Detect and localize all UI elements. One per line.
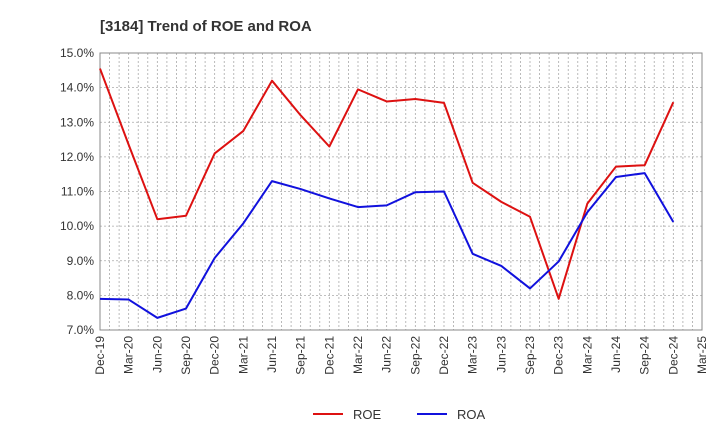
- y-axis-ticks: 7.0% 8.0% 9.0% 10.0% 11.0% 12.0% 13.0% 14.0% 15.…: [60, 46, 94, 337]
- x-tick-label: Sep-20: [179, 336, 193, 375]
- x-tick-label: Jun-21: [265, 336, 279, 373]
- x-tick-label: Dec-22: [437, 336, 451, 375]
- x-tick-label: Mar-22: [351, 336, 365, 374]
- legend-label-roa: ROA: [457, 407, 486, 422]
- x-tick-label: Jun-23: [494, 336, 508, 373]
- y-tick-label: 9.0%: [67, 254, 95, 268]
- legend-label-roe: ROE: [353, 407, 382, 422]
- y-tick-label: 7.0%: [67, 323, 95, 337]
- legend: ROE ROA: [313, 407, 486, 422]
- x-tick-label: Mar-25: [695, 336, 709, 374]
- x-tick-label: Mar-20: [122, 336, 136, 374]
- x-tick-label: Jun-24: [609, 336, 623, 373]
- chart-title: [3184] Trend of ROE and ROA: [100, 18, 312, 35]
- series-line-roa: [99, 172, 675, 319]
- x-tick-label: Jun-20: [150, 336, 164, 373]
- y-tick-label: 10.0%: [60, 219, 94, 233]
- x-tick-label: Dec-24: [666, 336, 680, 375]
- x-tick-label: Sep-23: [523, 336, 537, 375]
- y-tick-label: 8.0%: [67, 288, 95, 302]
- x-tick-label: Dec-20: [208, 336, 222, 375]
- plot-border: [99, 52, 703, 331]
- y-tick-label: 13.0%: [60, 115, 94, 129]
- x-tick-label: Mar-21: [236, 336, 250, 374]
- series-line-roe: [99, 68, 675, 300]
- y-tick-label: 14.0%: [60, 81, 94, 95]
- y-tick-label: 15.0%: [60, 46, 94, 60]
- x-axis-ticks: Dec-19 Mar-20 Jun-20 Sep-20 Dec-20 Mar-21 Jun-…: [93, 336, 709, 375]
- y-tick-label: 11.0%: [61, 185, 94, 199]
- x-tick-label: Sep-24: [638, 336, 652, 375]
- x-tick-label: Dec-21: [322, 336, 336, 375]
- x-tick-label: Jun-22: [380, 336, 394, 373]
- x-tick-label: Dec-23: [552, 336, 566, 375]
- series: [99, 68, 675, 319]
- y-tick-label: 12.0%: [60, 150, 94, 164]
- x-tick-label: Sep-21: [294, 336, 308, 375]
- x-tick-label: Sep-22: [408, 336, 422, 375]
- x-tick-label: Mar-23: [466, 336, 480, 374]
- x-tick-label: Dec-19: [93, 336, 107, 375]
- x-tick-label: Mar-24: [580, 336, 594, 374]
